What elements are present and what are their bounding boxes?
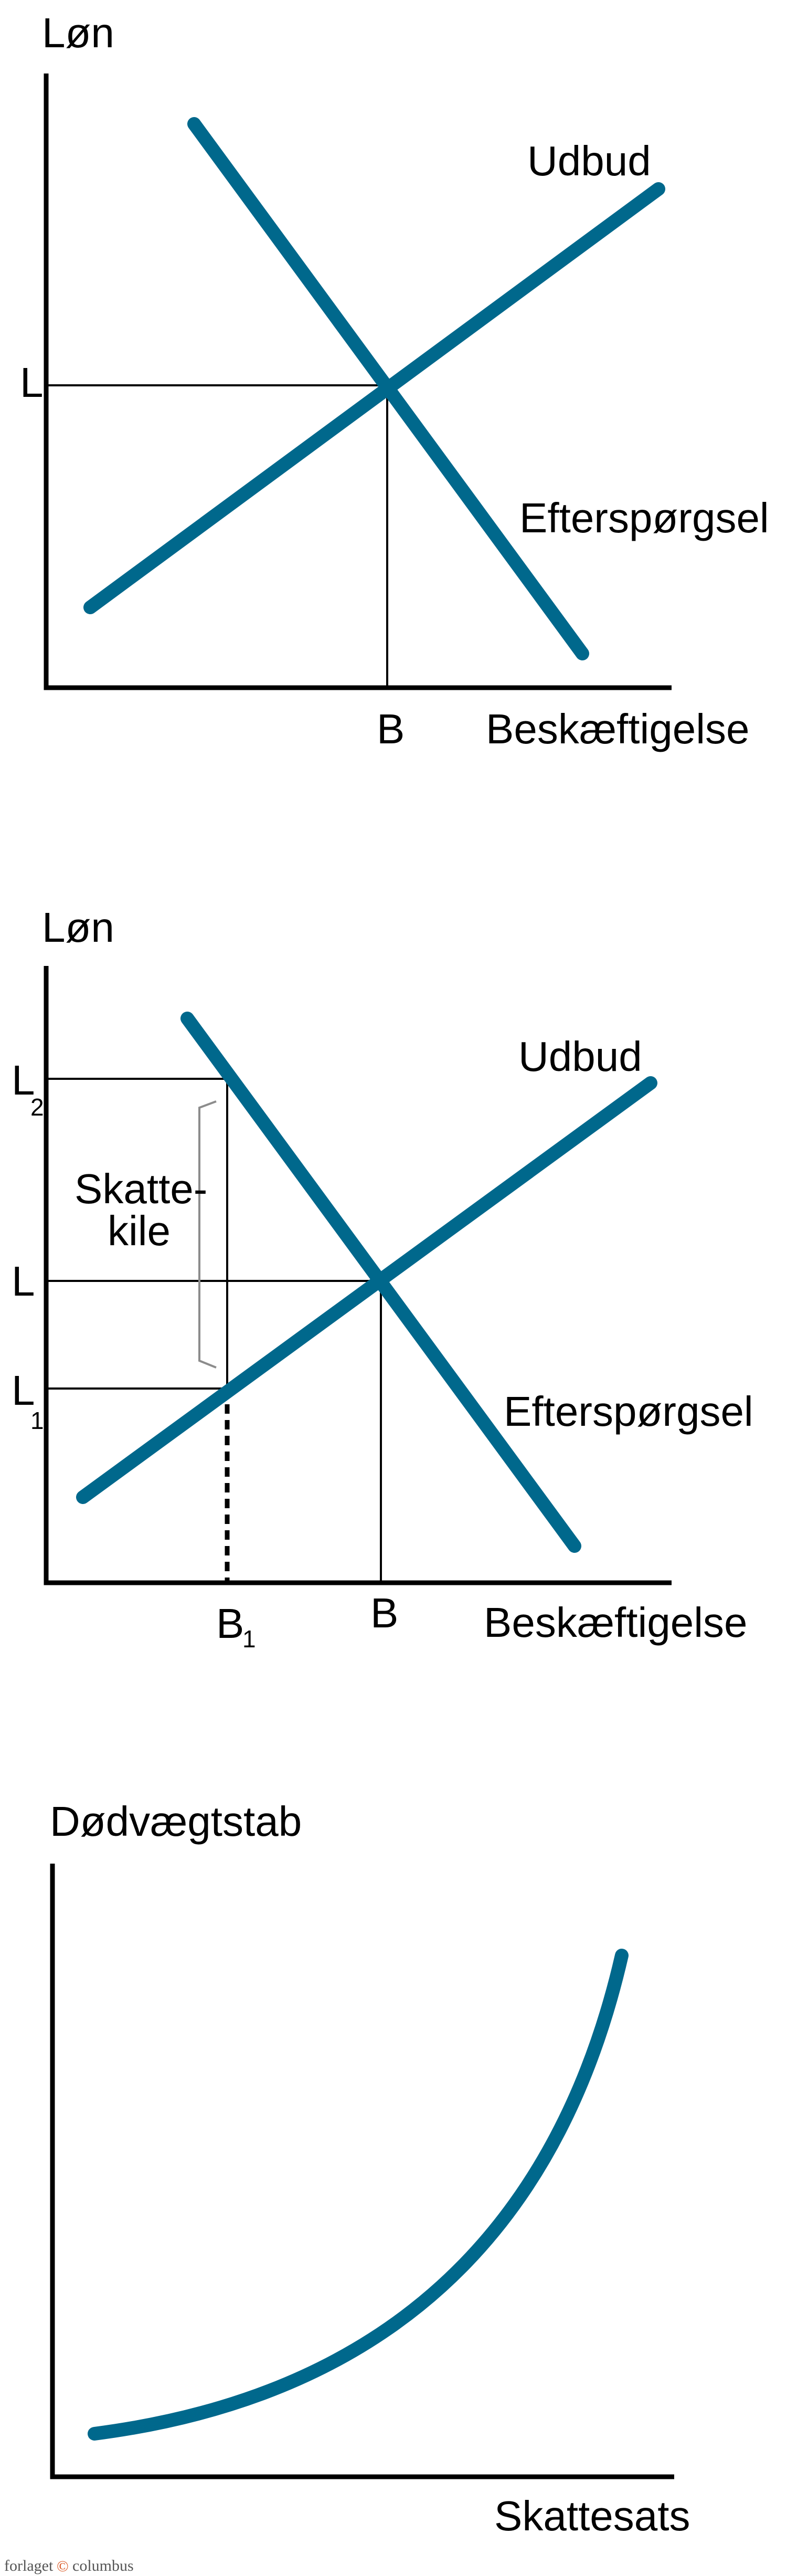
diagram-2-wage2-subscript: 2 <box>30 1094 44 1121</box>
diagram-3-deadweight-loss-curve <box>88 1949 629 2441</box>
publisher-name-right: columbus <box>72 2557 134 2574</box>
diagram-2-demand-label: Efterspørgsel <box>504 1388 753 1435</box>
publisher-logo-icon: © <box>57 2558 69 2575</box>
diagram-1-supply-curve <box>83 182 665 614</box>
diagram-2-wage1-tick: L <box>12 1367 35 1414</box>
diagram-2-wedge-label-line2: kile <box>108 1207 171 1254</box>
diagram-3-deadweight-loss: Dødvægtstab Skattesats <box>50 1798 690 2539</box>
diagram-2-wage-tick: L <box>12 1258 35 1305</box>
diagram-2-employment1-tick: B <box>216 1600 244 1647</box>
diagram-2-wage1-subscript: 1 <box>30 1407 44 1434</box>
diagram-1-axes <box>44 73 672 690</box>
diagram-1-employment-tick: B <box>377 706 405 752</box>
diagram-1-x-axis-label: Beskæftigelse <box>486 706 749 752</box>
diagram-2-supply-curve <box>76 1076 657 1504</box>
diagram-1-demand-label: Efterspørgsel <box>519 495 769 541</box>
publisher-footer: forlaget © columbus <box>4 2557 134 2575</box>
diagram-1-wage-tick: L <box>20 359 44 406</box>
diagram-2-wedge-label-line1: Skatte- <box>75 1165 207 1212</box>
diagram-2-employment1-subscript: 1 <box>242 1625 256 1653</box>
diagram-2-supply-label: Udbud <box>518 1033 642 1080</box>
publisher-name-left: forlaget <box>4 2557 54 2574</box>
diagram-2-tax-wedge: Løn Udbud L 2 Skatte- kile L L 1 Eftersp… <box>12 904 753 1653</box>
diagram-3-y-axis-label: Dødvægtstab <box>50 1798 302 1845</box>
diagram-1-y-axis-label: Løn <box>42 9 114 56</box>
diagram-2-axes <box>44 966 672 1585</box>
diagram-2-employment-tick: B <box>370 1590 398 1636</box>
diagram-2-wedge-bracket <box>198 1100 217 1369</box>
diagram-1-supply-label: Udbud <box>527 138 651 184</box>
diagram-2-wage2-tick: L <box>12 1057 35 1103</box>
diagram-2-x-axis-label: Beskæftigelse <box>484 1599 747 1646</box>
diagram-1-labor-market: Løn Udbud L Efterspørgsel B Beskæftigels… <box>20 9 769 752</box>
diagram-3-axes <box>50 1864 674 2479</box>
diagram-3-x-axis-label: Skattesats <box>494 2493 690 2539</box>
diagram-2-y-axis-label: Løn <box>42 904 114 951</box>
